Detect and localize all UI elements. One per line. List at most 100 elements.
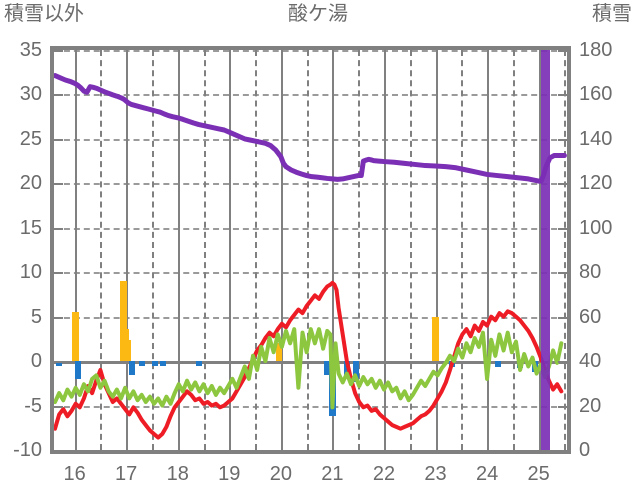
blue-bar-20.88	[323, 361, 330, 376]
vertical-gridline-major	[229, 50, 232, 450]
x-axis-tick	[151, 444, 154, 450]
y-axis-tick	[558, 405, 567, 408]
y-axis-tick	[54, 50, 63, 52]
blue-bar-17.55	[152, 361, 159, 367]
plot-inner	[54, 50, 567, 450]
y-axis-tick	[54, 361, 63, 364]
series-line-8dc63f	[54, 327, 564, 410]
blue-bar-18.40	[195, 361, 202, 367]
blue-bar-24.20	[494, 361, 501, 368]
plot-area	[50, 46, 571, 454]
vertical-gridline-major	[126, 50, 129, 450]
x-axis-tick	[409, 444, 412, 450]
y-axis-tick	[558, 361, 567, 364]
horizontal-gridline	[54, 227, 567, 230]
orange-bar-16.0	[72, 312, 80, 362]
orange-bar-17.02	[124, 339, 131, 362]
y-axis-tick	[54, 272, 63, 275]
y-axis-left-tick-label: 15	[19, 216, 42, 239]
x-axis-tick-label: 20	[269, 463, 292, 485]
y-axis-left-tick-label: 0	[30, 350, 42, 373]
vertical-gridline-minor	[512, 50, 515, 450]
y-axis-tick	[54, 138, 63, 141]
horizontal-gridline	[54, 450, 567, 452]
x-axis-tick	[177, 441, 180, 450]
y-axis-right-tick-label: 80	[579, 261, 602, 284]
x-axis-tick	[74, 441, 77, 450]
lines-layer	[54, 73, 567, 440]
vertical-gridline-major	[177, 50, 180, 450]
x-axis-tick	[229, 441, 232, 450]
x-axis-tick-label: 21	[321, 463, 344, 485]
y-axis-left-tick-label: -5	[24, 394, 42, 417]
vertical-gridline-minor	[461, 50, 464, 450]
y-axis-left-tick-label: 20	[19, 172, 42, 195]
y-axis-right-tick-label: 0	[579, 439, 591, 461]
x-axis-tick	[255, 444, 258, 450]
vertical-gridline-minor	[151, 50, 154, 450]
vertical-gridline-major	[332, 50, 335, 450]
x-axis-tick	[280, 441, 283, 450]
x-axis-tick	[512, 444, 515, 450]
y-axis-right-tick-label: 40	[579, 350, 602, 373]
x-axis-tick	[461, 444, 464, 450]
vertical-gridline-major	[280, 50, 283, 450]
orange-bar-19.95	[275, 343, 282, 362]
x-axis-tick-label: 23	[424, 463, 447, 485]
current-date-marker	[540, 50, 550, 450]
horizontal-gridline	[54, 405, 567, 408]
vertical-gridline-major	[74, 50, 77, 450]
vertical-gridline-minor	[409, 50, 412, 450]
y-axis-right-tick-label: 160	[579, 83, 613, 106]
blue-bar-17.70	[159, 361, 166, 367]
y-axis-left-tick-label: 30	[19, 83, 42, 106]
y-axis-tick	[54, 405, 63, 408]
y-axis-left-tick-label: 5	[30, 305, 42, 328]
x-axis-tick-label: 17	[115, 463, 138, 485]
x-axis-tick	[564, 444, 567, 450]
y-axis-right-tick-label: 60	[579, 305, 602, 328]
x-axis-tick	[435, 441, 438, 450]
horizontal-gridline	[54, 50, 567, 52]
y-axis-right-tick-label: 180	[579, 39, 613, 61]
x-axis-tick-label: 24	[475, 463, 499, 485]
y-axis-tick	[54, 227, 63, 230]
x-axis-tick-label: 16	[63, 463, 86, 485]
horizontal-gridline	[54, 94, 567, 97]
y-axis-tick	[54, 94, 63, 97]
x-axis-tick	[306, 444, 309, 450]
x-axis-tick	[538, 441, 541, 450]
y-axis-tick	[54, 316, 63, 319]
y-axis-left-tick-label: 10	[19, 261, 42, 284]
y-axis-tick	[54, 450, 63, 452]
x-axis-tick	[487, 441, 490, 450]
x-axis-tick	[358, 444, 361, 450]
x-axis-tick	[332, 441, 335, 450]
y-axis-left-tick-label: 25	[19, 127, 42, 150]
x-axis-tick	[383, 441, 386, 450]
horizontal-gridline	[54, 138, 567, 141]
vertical-gridline-minor	[564, 50, 567, 450]
horizontal-gridline	[54, 272, 567, 275]
page-title: 酸ケ湯	[288, 3, 348, 25]
orange-bar-16.95	[120, 281, 128, 362]
vertical-gridline-major	[435, 50, 438, 450]
blue-bar-16.06	[75, 361, 82, 379]
y-axis-right-tick-label: 120	[579, 172, 613, 195]
x-axis-tick	[126, 441, 129, 450]
blue-bar-15.68	[55, 361, 62, 367]
vertical-gridline-minor	[306, 50, 309, 450]
y-axis-tick	[54, 183, 63, 186]
vertical-gridline-major	[538, 50, 541, 450]
horizontal-gridline	[54, 316, 567, 319]
y-axis-left-tick-label: -10	[13, 439, 42, 461]
vertical-gridline-minor	[100, 50, 103, 450]
left-axis-title: 積雪以外	[4, 3, 84, 25]
vertical-gridline-minor	[255, 50, 258, 450]
y-axis-tick	[558, 94, 567, 97]
y-axis-tick	[558, 227, 567, 230]
x-axis-tick-label: 25	[527, 463, 550, 485]
horizontal-gridline	[54, 183, 567, 186]
y-axis-right-tick-label: 20	[579, 394, 602, 417]
